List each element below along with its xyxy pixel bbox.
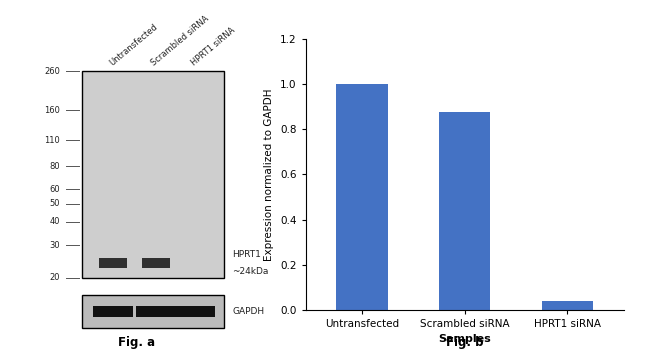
Text: 110: 110: [44, 136, 60, 145]
Text: 260: 260: [44, 67, 60, 76]
Bar: [93, 306, 133, 317]
Text: 30: 30: [49, 241, 60, 250]
Text: 60: 60: [49, 185, 60, 194]
Text: Untransfected: Untransfected: [107, 22, 159, 68]
Bar: [99, 258, 127, 268]
Text: 80: 80: [49, 162, 60, 171]
Bar: [142, 258, 170, 268]
Bar: [542, 301, 593, 310]
Text: Scrambled siRNA: Scrambled siRNA: [150, 14, 211, 68]
Bar: [336, 84, 387, 310]
Text: Fig. b: Fig. b: [446, 336, 484, 349]
Text: ~24kDa: ~24kDa: [232, 267, 268, 276]
Text: 160: 160: [44, 106, 60, 115]
X-axis label: Samples: Samples: [438, 334, 491, 344]
Bar: [82, 295, 224, 328]
Y-axis label: Expression normalized to GAPDH: Expression normalized to GAPDH: [265, 88, 274, 261]
Bar: [136, 306, 176, 317]
Bar: [82, 71, 224, 278]
Text: 20: 20: [49, 273, 60, 282]
Bar: [176, 306, 215, 317]
Text: 40: 40: [49, 218, 60, 226]
Text: Fig. a: Fig. a: [118, 336, 155, 349]
Text: 50: 50: [49, 199, 60, 208]
Text: HPRT1 siRNA: HPRT1 siRNA: [190, 26, 237, 68]
Text: HPRT1: HPRT1: [232, 250, 261, 258]
Text: GAPDH: GAPDH: [232, 307, 264, 316]
Bar: [439, 112, 491, 310]
